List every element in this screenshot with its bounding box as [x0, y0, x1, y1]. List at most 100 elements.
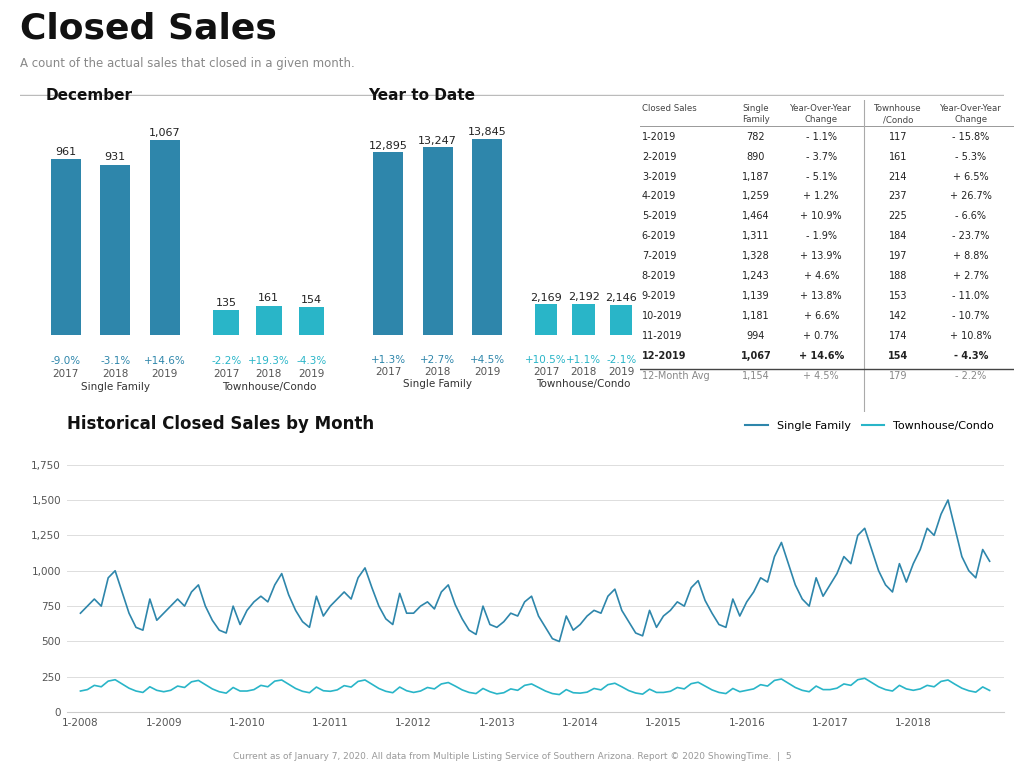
Text: 153: 153 [889, 291, 907, 301]
Text: + 14.6%: + 14.6% [799, 351, 844, 360]
Bar [150, 140, 179, 335]
Text: 12,895: 12,895 [369, 141, 408, 151]
Text: 9-2019: 9-2019 [642, 291, 676, 301]
Text: - 2.2%: - 2.2% [955, 370, 986, 380]
Text: 2019: 2019 [298, 369, 325, 379]
Text: 6-2019: 6-2019 [642, 231, 676, 241]
Bar [100, 165, 130, 335]
Text: + 0.7%: + 0.7% [804, 331, 839, 341]
Text: 961: 961 [55, 147, 76, 157]
Text: +19.3%: +19.3% [248, 356, 290, 366]
Text: - 11.0%: - 11.0% [952, 291, 989, 301]
Text: 1,067: 1,067 [740, 351, 771, 360]
Text: 225: 225 [889, 211, 907, 221]
Text: Townhouse
/Condo: Townhouse /Condo [874, 104, 922, 125]
Text: +2.7%: +2.7% [420, 355, 456, 365]
Text: Single Family: Single Family [403, 379, 472, 389]
Bar [213, 310, 239, 335]
Text: 174: 174 [889, 331, 907, 341]
Text: + 10.8%: + 10.8% [950, 331, 991, 341]
Text: -4.3%: -4.3% [296, 356, 327, 366]
Text: + 2.7%: + 2.7% [953, 271, 988, 281]
Text: 2019: 2019 [474, 367, 501, 377]
Text: 197: 197 [889, 251, 907, 261]
Text: 154: 154 [888, 351, 908, 360]
Text: Closed Sales: Closed Sales [20, 12, 278, 45]
Text: 1-2019: 1-2019 [642, 132, 676, 142]
Text: 117: 117 [889, 132, 907, 142]
Text: 12-2019: 12-2019 [642, 351, 686, 360]
Text: 1,328: 1,328 [742, 251, 770, 261]
Text: 161: 161 [889, 152, 907, 162]
Text: -2.1%: -2.1% [606, 355, 636, 365]
Text: Single Family: Single Family [81, 382, 150, 392]
Text: 2,192: 2,192 [567, 293, 600, 302]
Text: + 10.9%: + 10.9% [801, 211, 842, 221]
Text: 184: 184 [889, 231, 907, 241]
Text: 154: 154 [301, 295, 322, 305]
Text: +10.5%: +10.5% [525, 355, 567, 365]
Text: - 1.1%: - 1.1% [806, 132, 837, 142]
Text: 179: 179 [889, 370, 907, 380]
Text: 2017: 2017 [52, 369, 79, 379]
Text: - 6.6%: - 6.6% [955, 211, 986, 221]
Text: - 3.7%: - 3.7% [806, 152, 837, 162]
Text: + 6.6%: + 6.6% [804, 311, 839, 321]
Text: 2,146: 2,146 [605, 293, 637, 303]
Text: + 26.7%: + 26.7% [950, 192, 991, 202]
Text: + 8.8%: + 8.8% [953, 251, 988, 261]
Text: 188: 188 [889, 271, 907, 281]
Text: 2018: 2018 [256, 369, 282, 379]
Text: 1,181: 1,181 [742, 311, 770, 321]
Text: + 6.5%: + 6.5% [953, 172, 988, 182]
Text: December: December [46, 88, 133, 102]
Text: + 1.2%: + 1.2% [804, 192, 839, 202]
Text: 2019: 2019 [608, 367, 635, 377]
Text: A count of the actual sales that closed in a given month.: A count of the actual sales that closed … [20, 57, 355, 69]
Text: -2.2%: -2.2% [211, 356, 242, 366]
Text: +1.3%: +1.3% [371, 355, 406, 365]
Text: - 1.9%: - 1.9% [806, 231, 837, 241]
Text: Historical Closed Sales by Month: Historical Closed Sales by Month [67, 416, 374, 434]
Text: 1,187: 1,187 [742, 172, 770, 182]
Text: Year to Date: Year to Date [369, 88, 475, 102]
Text: + 4.5%: + 4.5% [804, 370, 839, 380]
Text: + 4.6%: + 4.6% [804, 271, 839, 281]
Bar [610, 305, 633, 335]
Text: 931: 931 [104, 152, 126, 162]
Text: 1,311: 1,311 [742, 231, 770, 241]
Text: 214: 214 [889, 172, 907, 182]
Text: 2017: 2017 [375, 367, 401, 377]
Text: 8-2019: 8-2019 [642, 271, 676, 281]
Text: 1,464: 1,464 [742, 211, 770, 221]
Text: + 13.9%: + 13.9% [801, 251, 842, 261]
Text: - 5.3%: - 5.3% [955, 152, 986, 162]
Text: 3-2019: 3-2019 [642, 172, 676, 182]
Legend: Single Family, Townhouse/Condo: Single Family, Townhouse/Condo [741, 417, 998, 436]
Text: + 13.8%: + 13.8% [801, 291, 842, 301]
Text: 12-Month Avg: 12-Month Avg [642, 370, 710, 380]
Bar [51, 159, 81, 335]
Text: 2-2019: 2-2019 [642, 152, 676, 162]
Text: 10-2019: 10-2019 [642, 311, 682, 321]
Text: 1,243: 1,243 [742, 271, 770, 281]
Text: 13,845: 13,845 [468, 127, 507, 137]
Bar [299, 306, 325, 335]
Text: +4.5%: +4.5% [470, 355, 505, 365]
Text: 5-2019: 5-2019 [642, 211, 676, 221]
Text: Current as of January 7, 2020. All data from Multiple Listing Service of Souther: Current as of January 7, 2020. All data … [232, 752, 792, 761]
Text: 2018: 2018 [102, 369, 128, 379]
Text: 1,154: 1,154 [742, 370, 770, 380]
Text: +1.1%: +1.1% [566, 355, 601, 365]
Text: 237: 237 [889, 192, 907, 202]
Text: Townhouse/Condo: Townhouse/Condo [537, 379, 631, 389]
Text: 1,139: 1,139 [742, 291, 770, 301]
Bar [572, 304, 595, 335]
Text: - 23.7%: - 23.7% [952, 231, 989, 241]
Text: Year-Over-Year
Change: Year-Over-Year Change [791, 104, 852, 125]
Text: Closed Sales: Closed Sales [642, 104, 696, 113]
Bar [423, 147, 453, 335]
Text: - 5.1%: - 5.1% [806, 172, 837, 182]
Text: 2018: 2018 [570, 367, 597, 377]
Text: 7-2019: 7-2019 [642, 251, 676, 261]
